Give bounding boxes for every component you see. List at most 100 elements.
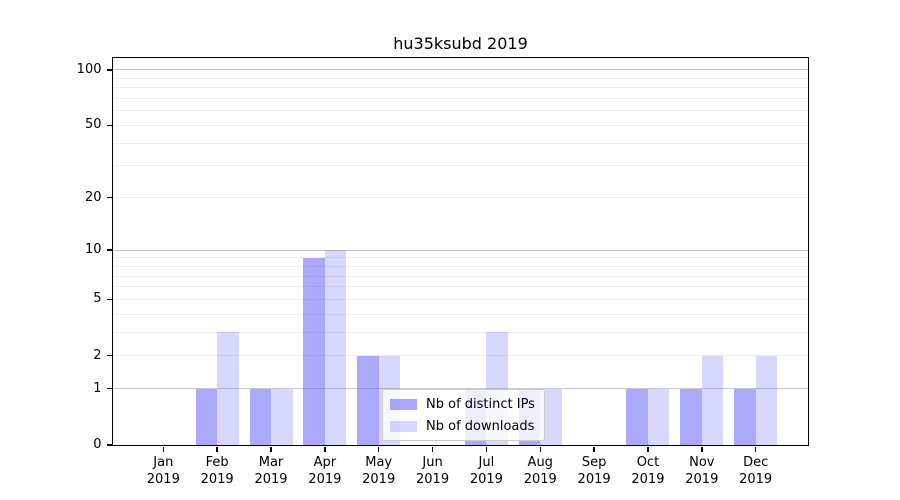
x-tick-month: Oct	[636, 455, 660, 470]
x-tick	[754, 446, 757, 452]
y-minor-gridline	[113, 87, 808, 89]
x-tick	[324, 446, 326, 452]
x-tick-label: Apr 2019	[293, 454, 357, 488]
y-tick	[106, 354, 112, 357]
y-tick-label: 5	[93, 291, 102, 307]
y-tick-label: 2	[93, 347, 102, 363]
x-tick-month: Jun	[422, 455, 443, 470]
x-tick-month: Dec	[743, 455, 769, 470]
x-tick-label: Sep 2019	[562, 454, 626, 488]
bar-downloads-aug	[540, 388, 562, 445]
x-tick	[539, 446, 541, 452]
y-minor-gridline	[113, 275, 808, 277]
y-minor-gridline	[113, 110, 808, 112]
x-tick-year: 2019	[577, 472, 611, 487]
x-tick-month: Sep	[581, 455, 607, 470]
x-tick-month: Jul	[478, 455, 495, 470]
x-tick-label: May 2019	[347, 454, 411, 488]
bar-downloads-dec	[755, 355, 778, 445]
bar-distinct-ips-feb	[195, 388, 218, 445]
legend-item-distinct-ips: Nb of distinct IPs	[390, 395, 535, 413]
x-tick-label: Jun 2019	[401, 454, 465, 488]
x-tick-label: Jan 2019	[131, 454, 195, 488]
x-tick	[270, 446, 272, 452]
x-tick-year: 2019	[739, 472, 773, 487]
y-minor-gridline	[113, 197, 808, 199]
y-tick	[106, 69, 112, 71]
y-minor-gridline	[113, 265, 808, 267]
x-tick-year: 2019	[362, 472, 396, 487]
bar-downloads-mar	[271, 388, 293, 445]
y-tick	[106, 196, 112, 199]
x-tick	[431, 446, 434, 452]
x-tick-year: 2019	[416, 472, 450, 487]
y-tick	[106, 444, 112, 446]
legend-label-distinct-ips: Nb of distinct IPs	[426, 396, 535, 412]
x-tick-month: May	[365, 455, 393, 470]
y-minor-gridline	[113, 355, 808, 357]
y-minor-gridline	[113, 331, 808, 333]
legend-label-downloads: Nb of downloads	[426, 418, 535, 434]
x-tick	[377, 446, 380, 452]
bar-downloads-feb	[217, 332, 239, 445]
y-tick	[106, 249, 112, 251]
x-tick-year: 2019	[631, 472, 665, 487]
x-tick-label: Aug 2019	[508, 454, 572, 488]
x-tick-month: Mar	[258, 455, 284, 470]
x-tick	[485, 446, 488, 452]
x-tick-year: 2019	[685, 472, 719, 487]
y-tick	[106, 298, 112, 301]
x-tick	[162, 446, 165, 452]
y-tick-label: 0	[93, 437, 102, 452]
x-tick-label: Dec 2019	[724, 454, 788, 488]
x-tick-label: Mar 2019	[239, 454, 303, 488]
x-tick-month: Feb	[205, 455, 229, 470]
x-tick-label: Feb 2019	[185, 454, 249, 488]
bar-distinct-ips-nov	[680, 388, 702, 445]
bar-distinct-ips-oct	[626, 388, 648, 445]
bar-distinct-ips-may	[357, 355, 379, 445]
y-tick-label: 10	[84, 242, 102, 258]
legend-item-downloads: Nb of downloads	[390, 417, 535, 435]
x-tick-month: Aug	[527, 455, 553, 470]
y-major-gridline	[113, 388, 808, 390]
bar-distinct-ips-mar	[249, 388, 271, 445]
plot-area: Nb of distinct IPs Nb of downloads	[113, 58, 808, 445]
bar-distinct-ips-apr	[303, 257, 325, 445]
y-minor-gridline	[113, 313, 808, 315]
bar-distinct-ips-dec	[734, 388, 756, 445]
legend: Nb of distinct IPs Nb of downloads	[382, 389, 545, 441]
y-minor-gridline	[113, 142, 808, 144]
y-minor-gridline	[113, 165, 808, 167]
y-tick-label: 100	[76, 61, 102, 77]
x-tick-month: Nov	[689, 455, 715, 470]
bar-downloads-oct	[647, 388, 670, 445]
x-tick-year: 2019	[146, 472, 180, 487]
chart-title: hu35ksubd 2019	[393, 34, 528, 53]
legend-swatch-distinct-ips-icon	[390, 398, 417, 410]
y-minor-gridline	[113, 257, 808, 259]
y-minor-gridline	[113, 286, 808, 288]
x-tick-label: Jul 2019	[454, 454, 518, 488]
y-major-gridline	[113, 69, 808, 71]
x-tick-label: Nov 2019	[670, 454, 734, 488]
bar-downloads-apr	[324, 250, 347, 445]
x-tick-year: 2019	[200, 472, 234, 487]
y-minor-gridline	[113, 298, 808, 300]
y-minor-gridline	[113, 98, 808, 100]
y-tick-label: 1	[93, 380, 102, 396]
y-major-gridline	[113, 249, 808, 251]
bar-downloads-nov	[701, 355, 724, 445]
x-tick-month: Jan	[153, 455, 174, 470]
x-tick	[647, 446, 649, 452]
y-tick-label: 50	[84, 117, 102, 133]
y-tick	[106, 124, 112, 127]
x-tick-year: 2019	[308, 472, 342, 487]
x-tick	[593, 446, 595, 452]
legend-swatch-downloads-icon	[390, 420, 417, 432]
y-tick-label: 20	[84, 189, 102, 205]
x-tick-label: Oct 2019	[616, 454, 680, 488]
x-tick-year: 2019	[254, 472, 288, 487]
y-minor-gridline	[113, 124, 808, 126]
